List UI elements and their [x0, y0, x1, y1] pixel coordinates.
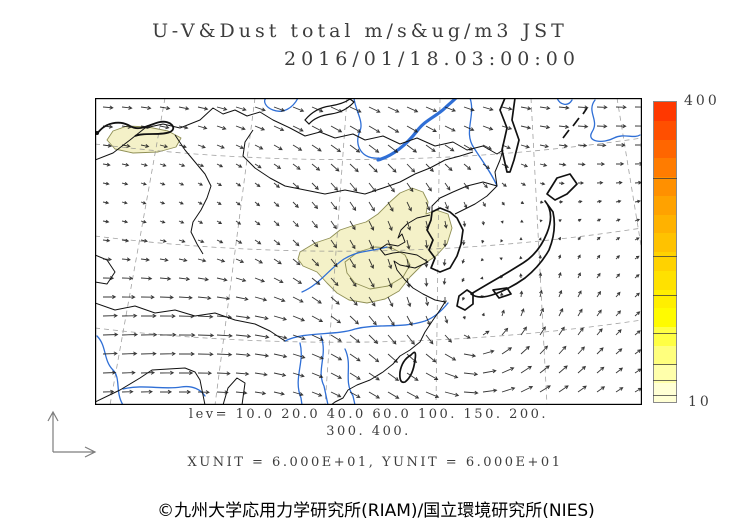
page-title: U-V&Dust total m/s&ug/m3 JST 2016/01/18.… [60, 20, 660, 70]
map-border [95, 98, 642, 405]
shikoku-coast [492, 287, 512, 299]
colorbar [653, 101, 677, 403]
colorbar-bands [654, 102, 676, 402]
chart-timestamp: 2016/01/18.03:00:00 [284, 48, 580, 70]
islands-layer [399, 98, 588, 384]
sakhalin-coast [499, 98, 520, 173]
dust-plume-main [297, 187, 453, 304]
contour-levels-legend: lev= 10.0 20.0 40.0 60.0 100. 150. 200. … [95, 407, 642, 439]
colorbar-min-label: 10 [688, 394, 712, 410]
honshu-coast [470, 200, 556, 298]
china-coast [330, 214, 446, 405]
dust-contour-layer [106, 125, 453, 304]
chart-title: U-V&Dust total m/s&ug/m3 JST [152, 20, 568, 42]
y-axis-arrow [47, 410, 59, 452]
contour-levels-line1: lev= 10.0 20.0 40.0 60.0 100. 150. 200. [188, 407, 549, 422]
coastlines-layer [95, 107, 504, 405]
map-canvas [95, 98, 642, 405]
graticule-layer [95, 98, 642, 405]
kuril-islands [562, 107, 588, 139]
wind-vector-layer [102, 105, 642, 399]
axis-orientation-arrows [47, 410, 97, 458]
lake-balkhash [96, 120, 175, 137]
lake-baikal [376, 98, 458, 162]
colorbar-max-label: 400 [684, 93, 720, 109]
kyushu-coast [456, 289, 474, 311]
taiwan-coast [399, 351, 417, 384]
korea-coast [426, 207, 464, 273]
copyright: ©九州大学応用力学研究所(RIAM)/国立環境研究所(NIES) [157, 501, 595, 521]
vector-units-label: XUNIT = 6.000E+01, YUNIT = 6.000E+01 [187, 455, 563, 470]
map-panel [95, 98, 642, 405]
contour-levels-line2: 300. 400. [326, 424, 411, 439]
x-axis-arrow [53, 446, 97, 458]
yellow-river [301, 246, 388, 293]
hokkaido-coast [546, 173, 578, 201]
